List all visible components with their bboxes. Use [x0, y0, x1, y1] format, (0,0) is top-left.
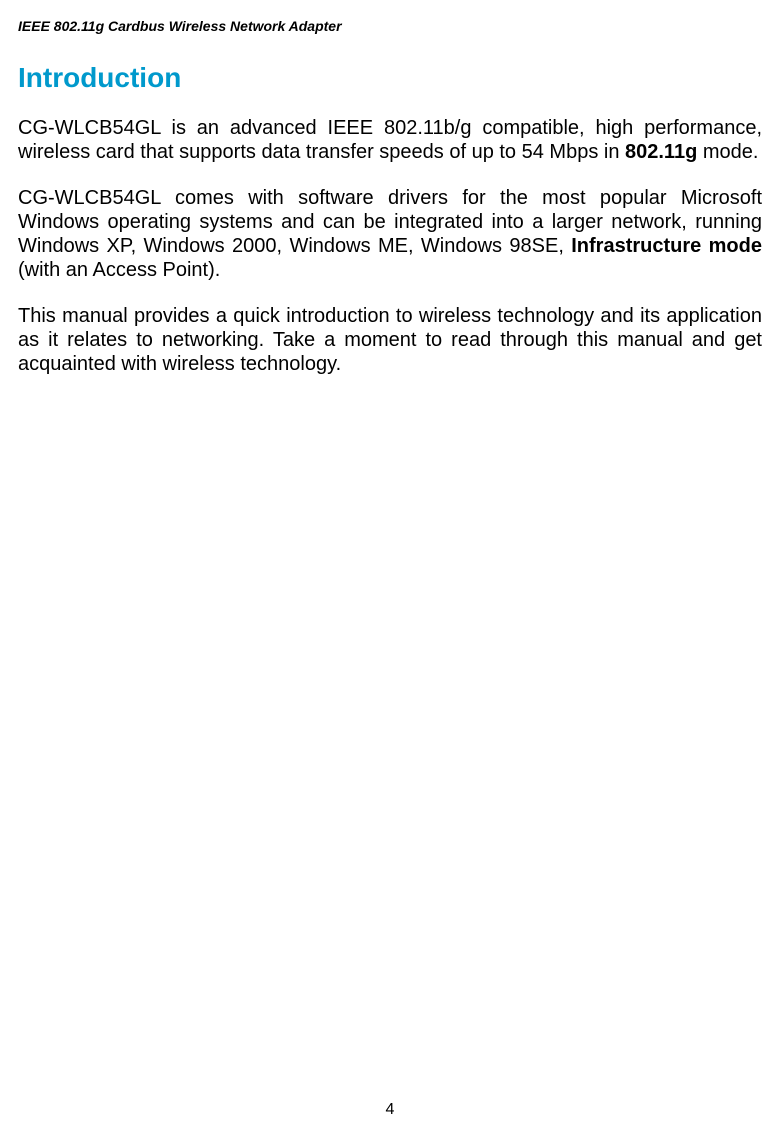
document-page: IEEE 802.11g Cardbus Wireless Network Ad… [0, 0, 780, 1137]
p1-bold-1: 802.11g [625, 141, 697, 163]
page-number: 4 [0, 1101, 780, 1119]
paragraph-2: CG-WLCB54GL comes with software drivers … [18, 186, 762, 282]
paragraph-1: CG-WLCB54GL is an advanced IEEE 802.11b/… [18, 116, 762, 164]
paragraph-3: This manual provides a quick introductio… [18, 304, 762, 376]
page-header: IEEE 802.11g Cardbus Wireless Network Ad… [18, 18, 762, 34]
p1-text-2: mode. [697, 141, 758, 163]
p2-bold-1: Infrastructure mode [571, 235, 762, 257]
p2-text-2: (with an Access Point). [18, 259, 220, 281]
section-heading: Introduction [18, 62, 762, 94]
